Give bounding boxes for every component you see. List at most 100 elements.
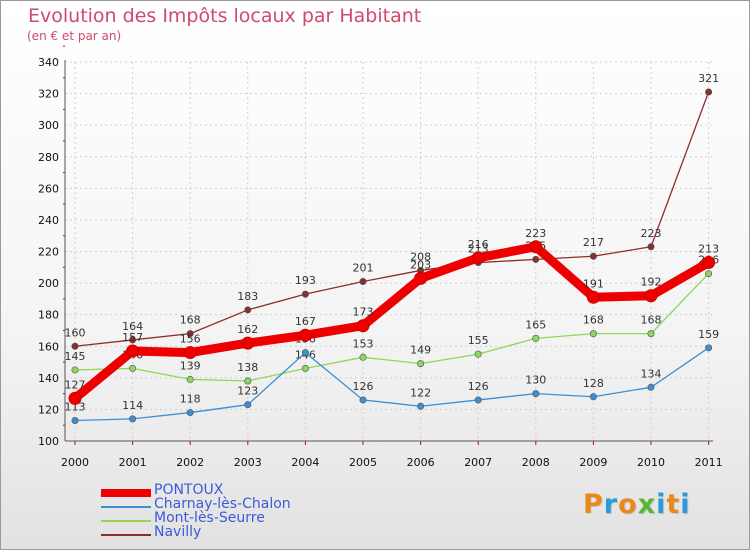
y-tick-320: 320: [38, 88, 59, 101]
label-mont-les-seurre-2009: 168: [583, 314, 604, 327]
point-navilly-2009: [589, 252, 597, 260]
chart-title: Evolution des Impôts locaux par Habitant: [28, 5, 422, 27]
label-mont-les-seurre-2010: 168: [641, 314, 662, 327]
x-tick-2001: 2001: [119, 456, 147, 469]
point-pontoux-2005: [356, 319, 370, 333]
label-pontoux-2006: 203: [410, 258, 431, 271]
x-tick-2007: 2007: [464, 456, 492, 469]
y-tick-200: 200: [38, 277, 59, 290]
point-pontoux-2003: [241, 336, 255, 350]
point-pontoux-2007: [471, 251, 485, 265]
y-tick-180: 180: [38, 309, 59, 322]
point-pontoux-2010: [644, 289, 658, 303]
logo-letter: r: [603, 489, 619, 520]
legend-label: Mont-lès-Seurre: [154, 510, 265, 526]
point-mont-les-seurre-2008: [532, 334, 540, 342]
y-tick-240: 240: [38, 214, 59, 227]
point-navilly-2000: [71, 342, 79, 350]
label-mont-les-seurre-2007: 155: [468, 334, 489, 347]
label-charnay-les-chalon-2011: 159: [698, 328, 719, 341]
point-pontoux-2001: [126, 344, 140, 358]
label-charnay-les-chalon-2010: 134: [641, 367, 662, 380]
label-charnay-les-chalon-2001: 114: [122, 399, 143, 412]
point-navilly-2008: [532, 255, 540, 263]
x-tick-2008: 2008: [522, 456, 550, 469]
y-tick-260: 260: [38, 182, 59, 195]
point-charnay-les-chalon-2008: [532, 390, 540, 398]
label-charnay-les-chalon-2005: 126: [353, 380, 374, 393]
series-line-navilly: [74, 91, 710, 347]
point-pontoux-2006: [414, 271, 428, 285]
label-pontoux-2000: 127: [65, 378, 86, 391]
point-mont-les-seurre-2006: [417, 360, 425, 368]
label-charnay-les-chalon-2000: 113: [65, 400, 86, 413]
point-pontoux-2000: [68, 391, 82, 405]
label-pontoux-2011: 213: [698, 243, 719, 256]
point-pontoux-2011: [702, 256, 716, 270]
point-mont-les-seurre-2010: [647, 330, 655, 338]
y-tick-340: 340: [38, 56, 59, 69]
label-navilly-2000: 160: [65, 326, 86, 339]
legend-label: Charnay-lès-Chalon: [154, 496, 291, 512]
point-navilly-2004: [301, 290, 309, 298]
label-pontoux-2010: 192: [641, 276, 662, 289]
y-tick-140: 140: [38, 372, 59, 385]
label-navilly-2010: 223: [641, 227, 662, 240]
x-tick-2010: 2010: [637, 456, 665, 469]
point-charnay-les-chalon-2005: [359, 396, 367, 404]
legend-swatch-navilly: [101, 534, 151, 536]
label-charnay-les-chalon-2003: 123: [237, 385, 258, 398]
y-tick-100: 100: [38, 435, 59, 448]
x-tick-2000: 2000: [61, 456, 89, 469]
point-mont-les-seurre-2001: [129, 364, 137, 372]
label-navilly-2011: 321: [698, 72, 719, 85]
point-pontoux-2008: [529, 240, 543, 254]
x-tick-2011: 2011: [695, 456, 723, 469]
point-charnay-les-chalon-2004: [301, 349, 309, 357]
point-charnay-les-chalon-2007: [474, 396, 482, 404]
label-navilly-2009: 217: [583, 236, 604, 249]
point-navilly-2001: [129, 336, 137, 344]
logo-letter: x: [637, 489, 657, 520]
point-pontoux-2009: [586, 290, 600, 304]
y-tick-280: 280: [38, 151, 59, 164]
label-navilly-2004: 193: [295, 274, 316, 287]
point-mont-les-seurre-2007: [474, 350, 482, 358]
label-charnay-les-chalon-2008: 130: [525, 374, 546, 387]
point-mont-les-seurre-2004: [301, 364, 309, 372]
label-charnay-les-chalon-2009: 128: [583, 377, 604, 390]
label-pontoux-2008: 223: [525, 227, 546, 240]
logo-letter: P: [583, 489, 604, 520]
point-mont-les-seurre-2011: [705, 270, 713, 278]
point-pontoux-2004: [298, 328, 312, 342]
point-charnay-les-chalon-2003: [244, 401, 252, 409]
point-charnay-les-chalon-2000: [71, 416, 79, 424]
y-tick-160: 160: [38, 340, 59, 353]
label-mont-les-seurre-2008: 165: [525, 318, 546, 331]
label-navilly-2006: 208: [410, 250, 431, 263]
logo-letter: o: [618, 489, 638, 520]
legend-swatch-pontoux: [101, 489, 151, 497]
x-tick-2004: 2004: [291, 456, 319, 469]
point-navilly-2005: [359, 278, 367, 286]
series-line-mont-les-seurre: [74, 272, 710, 382]
logo-letter: i: [656, 489, 667, 520]
label-charnay-les-chalon-2006: 122: [410, 386, 431, 399]
label-mont-les-seurre-2003: 138: [237, 361, 258, 374]
label-mont-les-seurre-2000: 145: [65, 350, 86, 363]
label-mont-les-seurre-2006: 149: [410, 344, 431, 357]
label-navilly-2003: 183: [237, 290, 258, 303]
legend-swatch-charnay-les-chalon: [101, 506, 151, 508]
point-charnay-les-chalon-2001: [129, 415, 137, 423]
label-pontoux-2005: 173: [353, 306, 374, 319]
point-charnay-les-chalon-2009: [589, 393, 597, 401]
label-charnay-les-chalon-2002: 118: [180, 393, 201, 406]
x-tick-2002: 2002: [176, 456, 204, 469]
label-navilly-2001: 164: [122, 320, 143, 333]
point-mont-les-seurre-2003: [244, 377, 252, 385]
label-pontoux-2009: 191: [583, 277, 604, 290]
point-navilly-2003: [244, 306, 252, 314]
point-charnay-les-chalon-2002: [186, 409, 194, 417]
